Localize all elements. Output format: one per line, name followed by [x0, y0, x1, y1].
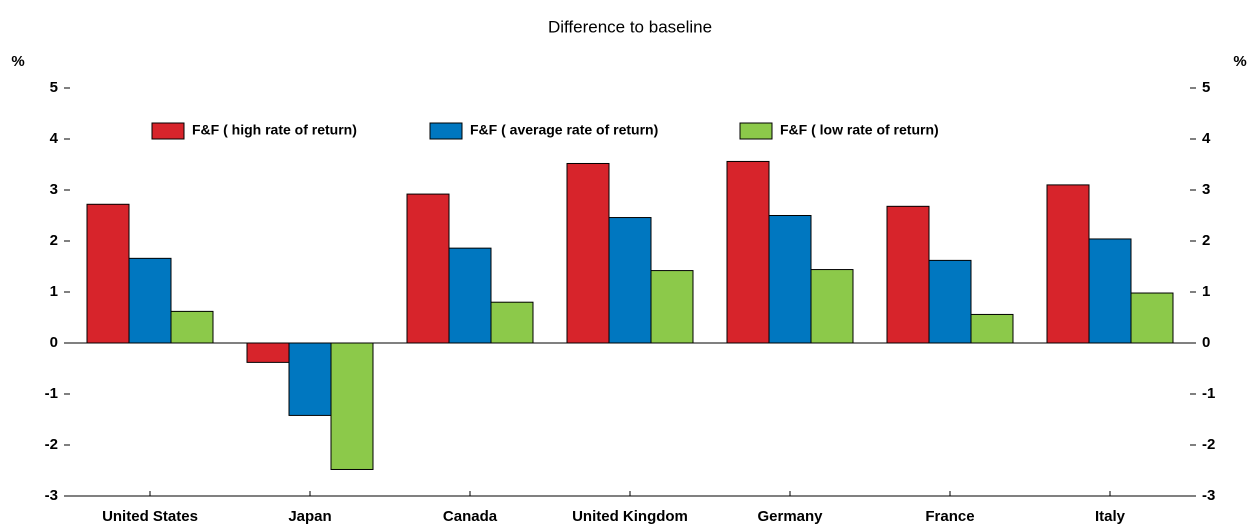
y2-tick-label: 5	[1202, 79, 1210, 96]
x-tick-label: Japan	[288, 508, 331, 525]
bar	[1130, 292, 1174, 344]
bar	[288, 342, 332, 416]
y2-tick-label: -2	[1202, 436, 1215, 453]
x-tick-label: France	[925, 508, 974, 525]
y-tick-label: -1	[45, 385, 58, 402]
x-tick-label: United Kingdom	[572, 508, 688, 525]
bar	[448, 247, 492, 344]
bar	[490, 301, 534, 344]
x-tick-label: Italy	[1095, 508, 1126, 525]
legend-label: F&F ( average rate of return)	[470, 122, 658, 138]
y-tick-label: 3	[50, 181, 58, 198]
bar	[1046, 184, 1090, 344]
y-tick-label: -3	[45, 487, 58, 504]
y2-tick-label: 2	[1202, 232, 1210, 249]
legend-label: F&F ( high rate of return)	[192, 122, 357, 138]
legend-swatch	[429, 122, 463, 140]
bar	[170, 310, 214, 344]
legend-swatch	[151, 122, 185, 140]
y-tick-label: 0	[50, 334, 58, 351]
x-tick-label: Germany	[757, 508, 823, 525]
y2-axis-label: %	[1233, 53, 1246, 70]
bar	[608, 217, 652, 344]
y2-tick-label: 1	[1202, 283, 1210, 300]
y-axis-label: %	[11, 53, 24, 70]
legend-label: F&F ( low rate of return)	[780, 122, 939, 138]
y2-tick-label: -3	[1202, 487, 1215, 504]
y-tick-label: 5	[50, 79, 58, 96]
bar	[810, 269, 854, 344]
y-tick-label: 1	[50, 283, 58, 300]
y-tick-label: 4	[50, 130, 59, 147]
y-tick-label: -2	[45, 436, 58, 453]
bar	[566, 162, 610, 344]
x-tick-label: United States	[102, 508, 198, 525]
bar	[1088, 238, 1132, 344]
bar	[330, 342, 374, 470]
bar	[246, 342, 290, 363]
bar	[726, 160, 770, 344]
bar	[768, 215, 812, 344]
bar	[650, 270, 694, 344]
y-tick-label: 2	[50, 232, 58, 249]
bar	[406, 193, 450, 344]
bar	[928, 259, 972, 344]
bar	[970, 313, 1014, 344]
legend-swatch	[739, 122, 773, 140]
y2-tick-label: -1	[1202, 385, 1215, 402]
y2-tick-label: 3	[1202, 181, 1210, 198]
y2-tick-label: 0	[1202, 334, 1210, 351]
bar	[86, 203, 130, 344]
bar	[886, 205, 930, 344]
chart-title: Difference to baseline	[548, 17, 712, 36]
y2-tick-label: 4	[1202, 130, 1211, 147]
x-tick-label: Canada	[443, 508, 498, 525]
bar	[128, 257, 172, 344]
